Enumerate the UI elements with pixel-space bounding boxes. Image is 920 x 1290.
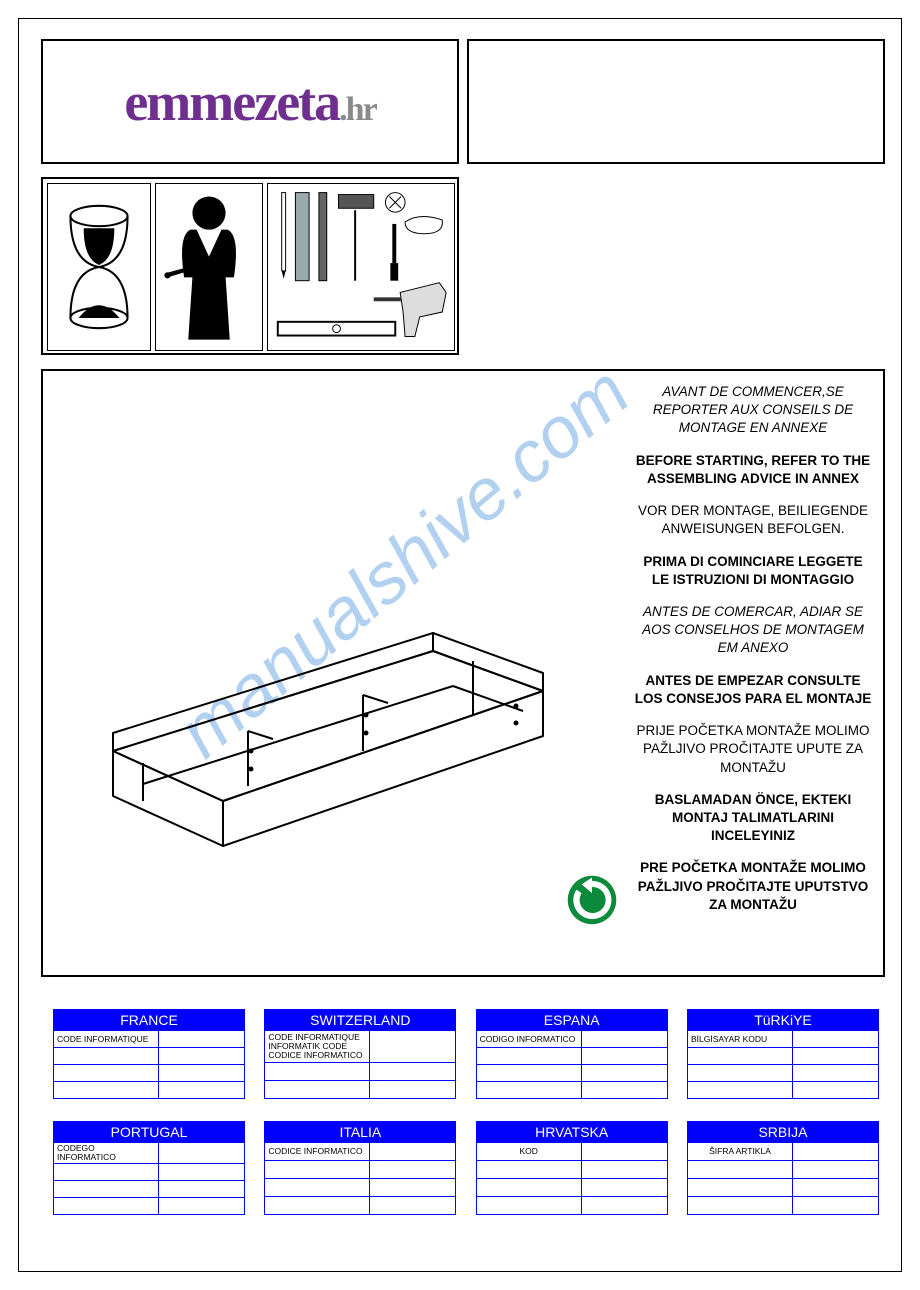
code-label: CODE INFORMATIQUEINFORMATIK CODECODICE I… [265,1031,370,1063]
instruction-line: VOR DER MONTAGE, BEILIEGENDE ANWEISUNGEN… [633,502,873,538]
country-header: PORTUGAL [54,1122,245,1143]
code-label: CODIGO INFORMATICO [476,1031,581,1048]
code-value [793,1031,879,1048]
country-header: ESPANA [476,1010,667,1031]
instruction-line: PRIJE POČETKA MONTAŽE MOLIMO PAŽLJIVO PR… [633,722,873,777]
person-icon [155,183,263,351]
code-value [370,1031,456,1063]
country-table-france: FRANCECODE INFORMATIQUE [53,1009,245,1099]
code-value [370,1143,456,1161]
country-table-srbija: SRBIJAŠIFRA ARTIKLA [687,1121,879,1215]
brand-logo: emmezeta.hr [124,71,375,133]
instruction-line: PRIMA DI COMINCIARE LEGGETE LE ISTRUZION… [633,553,873,589]
country-table-türkiye: TüRKiYEBİLGİSAYAR KODU [687,1009,879,1099]
code-value [159,1143,245,1164]
header-right-panel [467,39,885,164]
country-table-hrvatska: HRVATSKAKOD [476,1121,668,1215]
instruction-line: ANTES DE EMPEZAR CONSULTE LOS CONSEJOS P… [633,672,873,708]
country-header: SWITZERLAND [265,1010,456,1031]
country-header: TüRKiYE [687,1010,878,1031]
code-value [581,1143,667,1161]
code-label: CODEGO INFORMATICO [54,1143,159,1164]
main-panel: manualshive.com [41,369,885,977]
page-frame: emmezeta.hr [18,18,902,1272]
tools-icons [267,183,455,351]
country-table-portugal: PORTUGALCODEGO INFORMATICO [53,1121,245,1215]
country-table-italia: ITALIACODICE INFORMATICO [264,1121,456,1215]
code-label: ŠIFRA ARTIKLA [687,1143,792,1161]
country-table-espana: ESPANACODIGO INFORMATICO [476,1009,668,1099]
country-header: SRBIJA [687,1122,878,1143]
code-label: KOD [476,1143,581,1161]
country-header: HRVATSKA [476,1122,667,1143]
instructions-column: AVANT DE COMMENCER,SE REPORTER AUX CONSE… [633,383,873,928]
code-value [793,1143,879,1161]
product-illustration [73,511,573,851]
code-value [159,1031,245,1048]
country-table-switzerland: SWITZERLANDCODE INFORMATIQUEINFORMATIK C… [264,1009,456,1099]
recycle-icon [561,869,623,931]
instruction-line: AVANT DE COMMENCER,SE REPORTER AUX CONSE… [633,383,873,438]
code-value [581,1031,667,1048]
code-label: CODICE INFORMATICO [265,1143,370,1161]
country-tables: FRANCECODE INFORMATIQUE SWITZERLANDCODE … [53,1009,879,1215]
instruction-line: BASLAMADAN ÖNCE, EKTEKI MONTAJ TALIMATLA… [633,791,873,846]
country-header: FRANCE [54,1010,245,1031]
instruction-line: BEFORE STARTING, REFER TO THE ASSEMBLING… [633,452,873,488]
code-label: CODE INFORMATIQUE [54,1031,159,1048]
logo-panel: emmezeta.hr [41,39,459,164]
instruction-line: PRE POČETKA MONTAŽE MOLIMO PAŽLJIVO PROČ… [633,859,873,914]
instruction-line: ANTES DE COMERCAR, ADIAR SE AOS CONSELHO… [633,603,873,658]
country-header: ITALIA [265,1122,456,1143]
tools-panel [41,177,459,355]
hourglass-icon [47,183,151,351]
code-label: BİLGİSAYAR KODU [687,1031,792,1048]
